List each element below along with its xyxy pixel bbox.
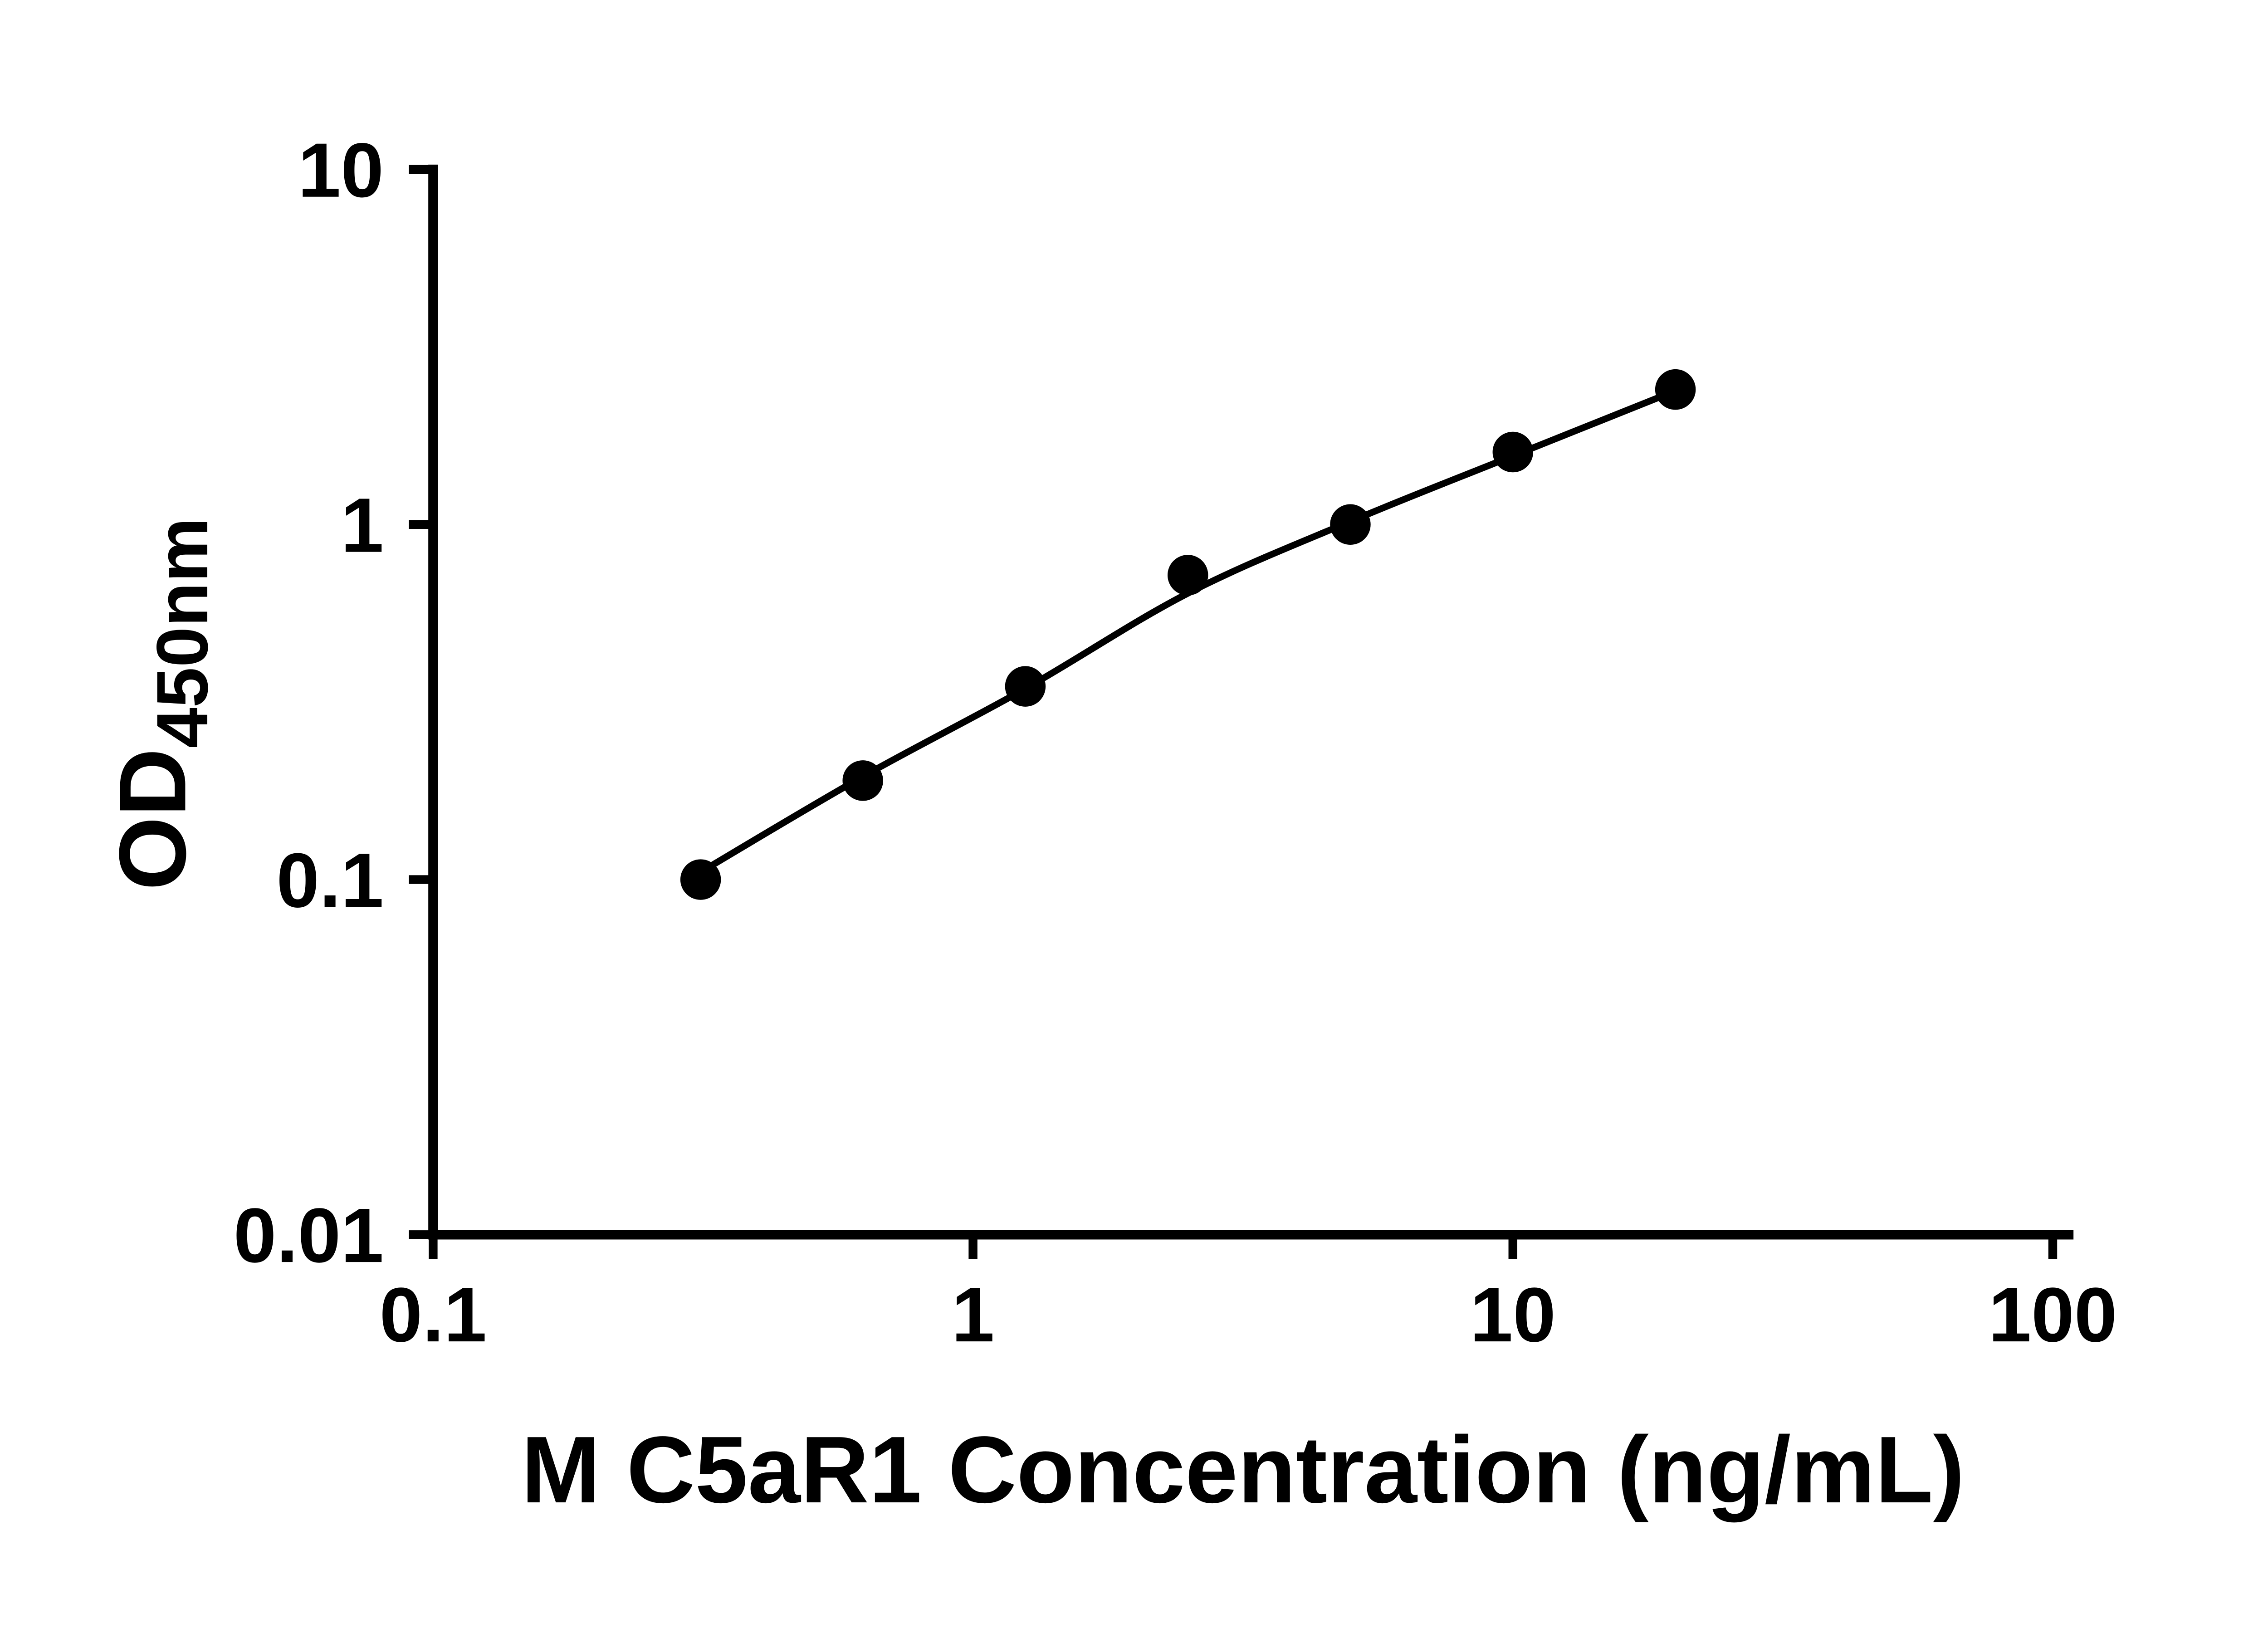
x-axis-title: M C5aR1 Concentration (ng/mL)	[521, 1417, 1965, 1523]
y-axis-tick-label: 0.01	[234, 1193, 384, 1279]
y-axis-title: OD450nm	[100, 518, 223, 890]
data-point-marker	[1330, 504, 1371, 545]
data-point-marker	[842, 760, 883, 801]
y-axis-tick-label: 1	[341, 483, 384, 569]
data-point-marker	[1167, 555, 1208, 596]
x-axis-tick-label: 1	[952, 1272, 995, 1358]
x-axis-tick-label: 10	[1470, 1272, 1556, 1358]
data-point-marker	[1005, 666, 1046, 707]
x-axis-tick-label: 0.1	[380, 1272, 487, 1358]
y-axis-tick-label: 0.1	[276, 837, 384, 924]
y-axis-tick-label: 10	[298, 127, 384, 214]
y-axis-title-sub: 450nm	[142, 518, 223, 748]
data-point-marker	[1492, 431, 1534, 473]
y-axis-title-main: OD	[100, 748, 205, 890]
axes-lines	[428, 164, 2074, 1240]
x-axis-tick-label: 100	[1989, 1272, 2117, 1358]
data-point-marker	[1655, 369, 1696, 410]
data-point-marker	[680, 859, 721, 900]
